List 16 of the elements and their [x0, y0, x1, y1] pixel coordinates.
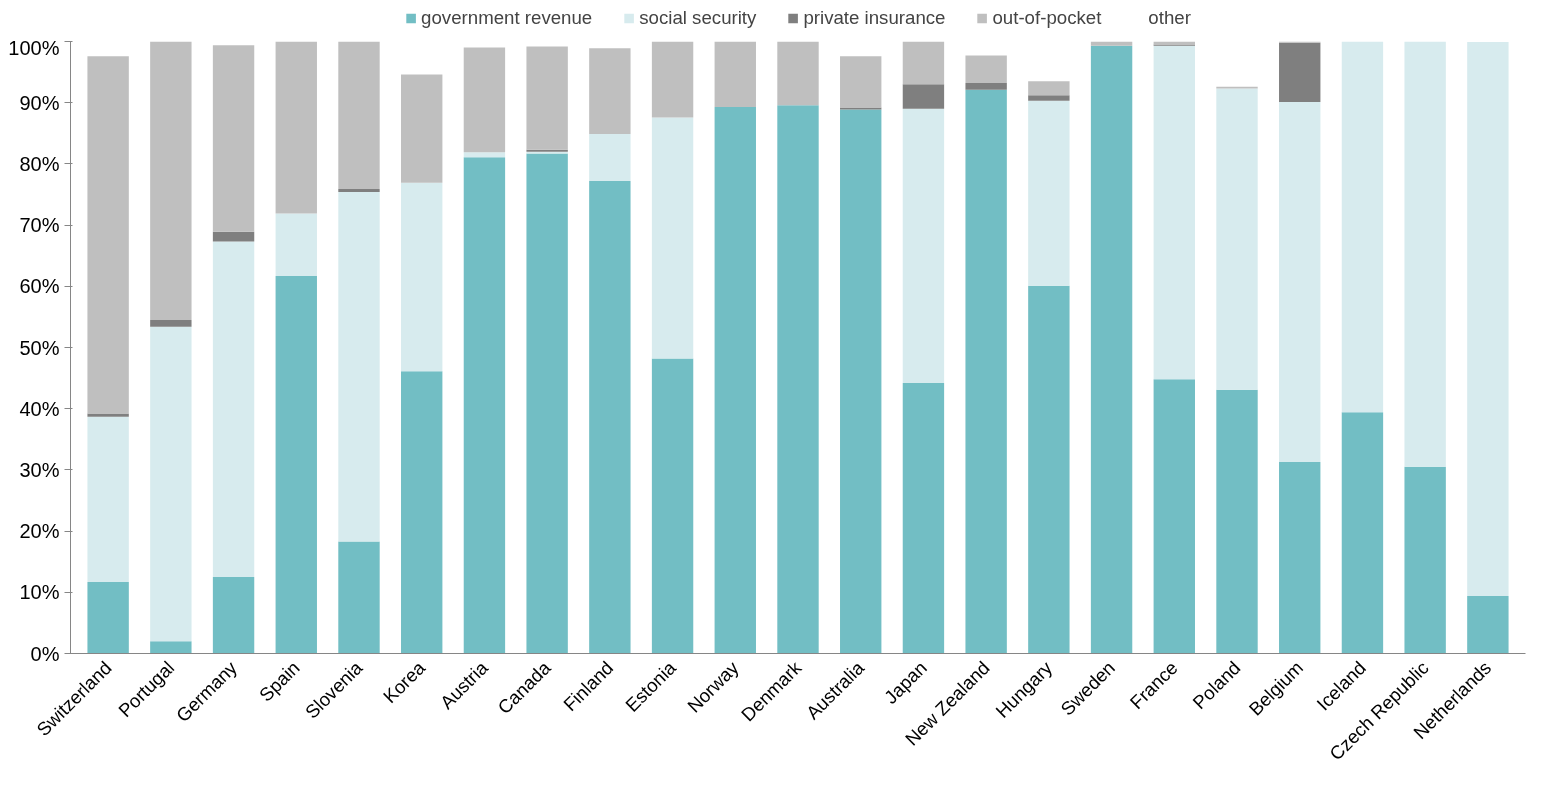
y-tick-label: 30% — [19, 458, 60, 481]
legend-label: out-of-pocket — [992, 7, 1102, 29]
y-tick-label: 80% — [19, 152, 60, 175]
legend-label: government revenue — [421, 7, 593, 29]
legend-label: private insurance — [803, 7, 946, 29]
text: other — [1148, 7, 1191, 29]
y-tick-label: 90% — [19, 91, 60, 114]
y-tick-label: 10% — [19, 581, 60, 604]
y-tick-label: 20% — [19, 520, 60, 543]
y-tick-label: 0% — [30, 642, 60, 665]
legend-label: social security — [639, 7, 757, 29]
y-tick-label: 70% — [19, 214, 60, 237]
y-tick-label: 100% — [8, 36, 60, 59]
y-tick-label: 40% — [19, 397, 60, 420]
y-tick-label: 50% — [19, 336, 60, 359]
y-tick-label: 60% — [19, 275, 60, 298]
